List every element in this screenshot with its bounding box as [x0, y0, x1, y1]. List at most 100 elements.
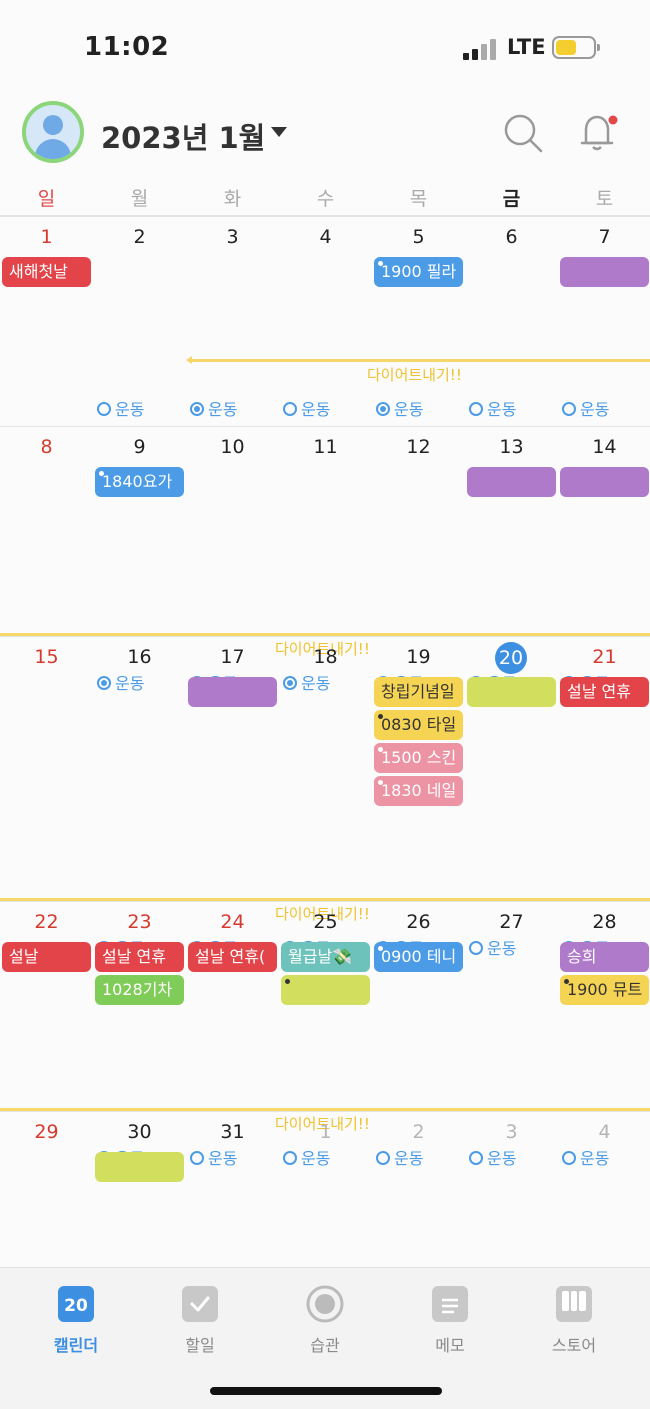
day-number[interactable]: 15 — [34, 646, 59, 668]
day-number[interactable]: 27 — [499, 911, 524, 933]
bottom-tab-bar: 20 캘린더 할일 습관 메모 스토어 — [0, 1267, 650, 1409]
day-number[interactable]: 31 — [220, 1121, 245, 1143]
day-number[interactable]: 29 — [34, 1121, 59, 1143]
tab-habit-circle[interactable]: 습관 — [285, 1285, 365, 1356]
habit-check-item[interactable]: 운동 — [469, 396, 516, 420]
search-icon[interactable] — [503, 113, 543, 153]
calendar-event[interactable]: 설날 연휴 — [560, 677, 649, 707]
calendar-event[interactable]: 1900 필라 — [374, 257, 463, 287]
checkbox-icon — [182, 1286, 218, 1322]
day-number[interactable]: 26 — [406, 911, 431, 933]
goal-banner-text[interactable]: 다이어트내기!! — [275, 905, 370, 923]
habit-check-item[interactable]: 운동 — [97, 670, 144, 694]
calendar-week: 15 16 17 18 19 20 21 창립기념일 설날 연휴 0830 타일 1500 스킨 18… — [0, 636, 650, 958]
calendar-event[interactable]: 월급날💸 — [281, 942, 370, 972]
day-number[interactable]: 12 — [406, 436, 431, 458]
tab-memo[interactable]: 메모 — [410, 1286, 490, 1356]
weekday-label: 화 — [223, 188, 242, 210]
day-number[interactable]: 3 — [226, 226, 239, 248]
calendar-event[interactable] — [188, 677, 277, 707]
habit-check-item[interactable]: 운동 — [376, 1145, 423, 1169]
profile-avatar[interactable] — [22, 101, 84, 163]
habit-check-item[interactable]: 운동 — [283, 670, 330, 694]
habit-check-item[interactable]: 운동 — [190, 1145, 237, 1169]
habit-check-item[interactable]: 운동 — [562, 396, 609, 420]
calendar-event[interactable]: 설날 연휴 — [95, 942, 184, 972]
day-number[interactable]: 5 — [412, 226, 425, 248]
month-title[interactable]: 2023년 1월 — [101, 121, 266, 155]
calendar-event[interactable]: 1840요가 — [95, 467, 184, 497]
calendar-event[interactable]: 0900 테니 — [374, 942, 463, 972]
day-number[interactable]: 23 — [127, 911, 152, 933]
day-number[interactable]: 3 — [505, 1121, 518, 1143]
day-number[interactable]: 18 — [313, 646, 338, 668]
goal-banner-text[interactable]: 다이어트내기!! — [367, 366, 462, 384]
calendar-event[interactable]: 1900 뮤트 — [560, 975, 649, 1005]
day-number[interactable]: 30 — [127, 1121, 152, 1143]
day-number[interactable]: 8 — [40, 436, 53, 458]
day-number[interactable]: 14 — [592, 436, 617, 458]
day-number[interactable]: 7 — [598, 226, 611, 248]
habit-check-item[interactable]: 운동 — [562, 1145, 609, 1169]
day-number[interactable]: 19 — [406, 646, 431, 668]
calendar-event[interactable]: 창립기념일 — [374, 677, 463, 707]
habit-check-item[interactable]: 운동 — [283, 396, 330, 420]
habit-check-item[interactable]: 운동 — [283, 1145, 330, 1169]
day-number[interactable]: 1 — [319, 1121, 332, 1143]
habit-check-item[interactable]: 운동 — [469, 935, 516, 959]
event-dot-icon — [378, 946, 383, 951]
calendar-event[interactable]: 승희 — [560, 942, 649, 972]
day-number[interactable]: 10 — [220, 436, 245, 458]
event-title: 승희 — [567, 947, 597, 966]
day-number[interactable]: 2 — [133, 226, 146, 248]
day-number[interactable]: 17 — [220, 646, 245, 668]
habit-check-item[interactable]: 운동 — [469, 1145, 516, 1169]
day-number[interactable]: 28 — [592, 911, 617, 933]
calendar-event[interactable]: 설날 — [2, 942, 91, 972]
calendar-event[interactable] — [467, 467, 556, 497]
tab-calendar[interactable]: 20 캘린더 — [36, 1286, 116, 1356]
tab-checkbox[interactable]: 할일 — [160, 1286, 240, 1356]
calendar-event[interactable] — [560, 257, 649, 287]
day-number[interactable]: 13 — [499, 436, 524, 458]
day-number[interactable]: 16 — [127, 646, 152, 668]
calendar-event[interactable] — [95, 1152, 184, 1182]
day-number[interactable]: 9 — [133, 436, 146, 458]
habit-check-item[interactable]: 운동 — [376, 396, 423, 420]
day-number[interactable]: 24 — [220, 911, 245, 933]
day-number[interactable]: 25 — [313, 911, 338, 933]
day-number[interactable]: 11 — [313, 436, 338, 458]
day-number[interactable]: 2 — [412, 1121, 425, 1143]
calendar-event[interactable] — [560, 467, 649, 497]
habit-check-item[interactable]: 운동 — [97, 396, 144, 420]
today-marker[interactable]: 20 — [495, 642, 527, 674]
calendar-event[interactable]: 1028기차 — [95, 975, 184, 1005]
goal-banner-line[interactable] — [188, 359, 650, 362]
calendar-event[interactable]: 1830 네일 — [374, 776, 463, 806]
calendar-event[interactable]: 1500 스킨 — [374, 743, 463, 773]
tab-store[interactable]: 스토어 — [534, 1286, 614, 1356]
day-number[interactable]: 21 — [592, 646, 617, 668]
calendar-event[interactable] — [467, 677, 556, 707]
goal-banner-line[interactable] — [0, 898, 650, 901]
goal-banner-text[interactable]: 다이어트내기!! — [275, 640, 370, 658]
day-number[interactable]: 22 — [34, 911, 59, 933]
event-dot-icon — [378, 714, 383, 719]
calendar-event[interactable]: 설날 연휴( — [188, 942, 277, 972]
day-number[interactable]: 6 — [505, 226, 518, 248]
goal-banner-line[interactable] — [0, 1108, 650, 1111]
notification-bell-icon[interactable] — [578, 111, 618, 153]
habit-check-item[interactable]: 운동 — [190, 396, 237, 420]
goal-banner-text[interactable]: 다이어트내기!! — [275, 1115, 370, 1133]
goal-banner-line[interactable] — [0, 633, 650, 636]
month-dropdown-caret-icon[interactable] — [271, 127, 287, 137]
day-number[interactable]: 1 — [40, 226, 53, 248]
radio-circle-icon — [376, 1151, 390, 1165]
day-number[interactable]: 4 — [598, 1121, 611, 1143]
day-number[interactable]: 4 — [319, 226, 332, 248]
calendar-event[interactable]: 0830 타일 — [374, 710, 463, 740]
calendar-event[interactable] — [281, 975, 370, 1005]
calendar-event[interactable]: 새해첫날 — [2, 257, 91, 287]
